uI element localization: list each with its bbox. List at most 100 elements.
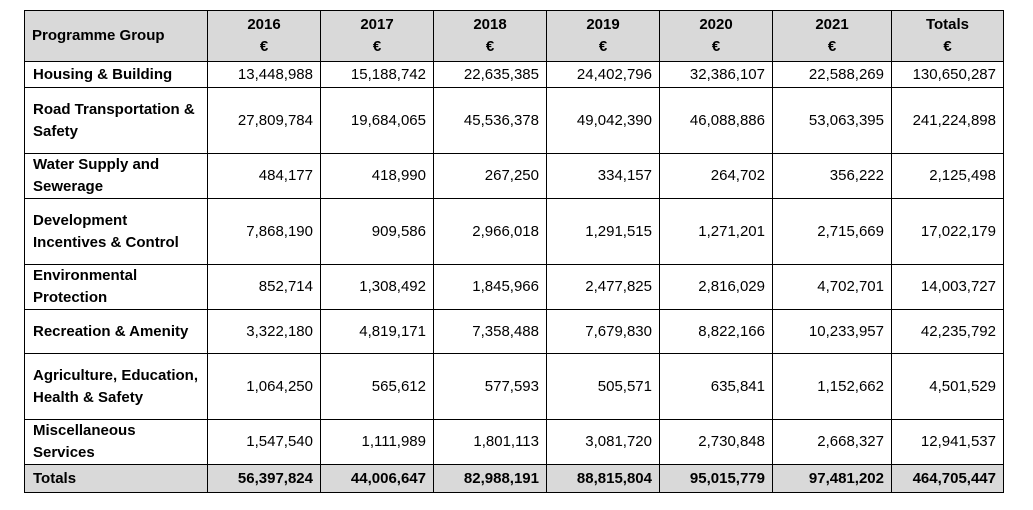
year-label: 2018 xyxy=(473,16,507,33)
programme-group-cell: Housing & Building xyxy=(24,61,208,88)
amount-cell: 2,715,669 xyxy=(772,198,892,265)
amount-cell: 46,088,886 xyxy=(659,87,773,154)
row-total-cell: 2,125,498 xyxy=(891,153,1004,199)
year-header: 2019 € xyxy=(546,10,660,62)
amount-cell: 7,679,830 xyxy=(546,309,660,354)
currency-symbol: € xyxy=(943,38,952,55)
year-label: 2020 xyxy=(699,16,733,33)
year-total-cell: 82,988,191 xyxy=(433,464,547,493)
amount-cell: 8,822,166 xyxy=(659,309,773,354)
totals-row-label: Totals xyxy=(24,464,208,493)
table-row: Miscellaneous Services 1,547,540 1,111,989… xyxy=(24,419,1004,465)
amount-cell: 7,358,488 xyxy=(433,309,547,354)
amount-cell: 10,233,957 xyxy=(772,309,892,354)
year-header: 2018 € xyxy=(433,10,547,62)
totals-header: Totals € xyxy=(891,10,1004,62)
amount-cell: 1,845,966 xyxy=(433,264,547,310)
row-total-cell: 42,235,792 xyxy=(891,309,1004,354)
row-total-cell: 241,224,898 xyxy=(891,87,1004,154)
year-label: 2021 xyxy=(815,16,849,33)
amount-cell: 3,322,180 xyxy=(207,309,321,354)
currency-symbol: € xyxy=(598,38,608,55)
amount-cell: 505,571 xyxy=(546,353,660,420)
table-row: Housing & Building 13,448,988 15,188,742 22… xyxy=(24,61,1004,88)
amount-cell: 19,684,065 xyxy=(320,87,434,154)
amount-cell: 909,586 xyxy=(320,198,434,265)
amount-cell: 13,448,988 xyxy=(207,61,321,88)
amount-cell: 852,714 xyxy=(207,264,321,310)
amount-cell: 22,588,269 xyxy=(772,61,892,88)
amount-cell: 1,271,201 xyxy=(659,198,773,265)
year-total-cell: 97,481,202 xyxy=(772,464,892,493)
row-total-cell: 12,941,537 xyxy=(891,419,1004,465)
amount-cell: 2,730,848 xyxy=(659,419,773,465)
amount-cell: 1,111,989 xyxy=(320,419,434,465)
table-row: Road Transportation & Safety 27,809,784 19… xyxy=(24,87,1004,154)
amount-cell: 45,536,378 xyxy=(433,87,547,154)
currency-symbol: € xyxy=(372,38,382,55)
amount-cell: 53,063,395 xyxy=(772,87,892,154)
amount-cell: 1,064,250 xyxy=(207,353,321,420)
programme-group-cell: Water Supply and Sewerage xyxy=(24,153,208,199)
amount-cell: 356,222 xyxy=(772,153,892,199)
amount-cell: 49,042,390 xyxy=(546,87,660,154)
year-header: 2021 € xyxy=(772,10,892,62)
totals-row: Totals 56,397,824 44,006,647 82,988,191 … xyxy=(24,464,1004,493)
amount-cell: 334,157 xyxy=(546,153,660,199)
programme-group-cell: Road Transportation & Safety xyxy=(24,87,208,154)
amount-cell: 484,177 xyxy=(207,153,321,199)
amount-cell: 635,841 xyxy=(659,353,773,420)
year-total-cell: 56,397,824 xyxy=(207,464,321,493)
currency-symbol: € xyxy=(711,38,721,55)
programme-group-cell: Development Incentives & Control xyxy=(24,198,208,265)
amount-cell: 1,801,113 xyxy=(433,419,547,465)
amount-cell: 3,081,720 xyxy=(546,419,660,465)
amount-cell: 267,250 xyxy=(433,153,547,199)
amount-cell: 2,816,029 xyxy=(659,264,773,310)
table-row: Water Supply and Sewerage 484,177 418,990 2… xyxy=(24,153,1004,199)
row-total-cell: 130,650,287 xyxy=(891,61,1004,88)
year-label: 2017 xyxy=(360,16,394,33)
programme-group-cell: Recreation & Amenity xyxy=(24,309,208,354)
amount-cell: 565,612 xyxy=(320,353,434,420)
header-row: Programme Group 2016 € 2017 € 2018 € 2019 € … xyxy=(24,10,1004,62)
programme-group-cell: Agriculture, Education, Health & Safety xyxy=(24,353,208,420)
year-label: 2019 xyxy=(586,16,620,33)
amount-cell: 15,188,742 xyxy=(320,61,434,88)
amount-cell: 2,668,327 xyxy=(772,419,892,465)
year-header: 2016 € xyxy=(207,10,321,62)
programme-group-cell: Environmental Protection xyxy=(24,264,208,310)
amount-cell: 577,593 xyxy=(433,353,547,420)
year-total-cell: 44,006,647 xyxy=(320,464,434,493)
row-total-cell: 4,501,529 xyxy=(891,353,1004,420)
programme-group-cell: Miscellaneous Services xyxy=(24,419,208,465)
amount-cell: 264,702 xyxy=(659,153,773,199)
table-row: Agriculture, Education, Health & Safety 1… xyxy=(24,353,1004,420)
row-total-cell: 14,003,727 xyxy=(891,264,1004,310)
amount-cell: 1,308,492 xyxy=(320,264,434,310)
amount-cell: 4,819,171 xyxy=(320,309,434,354)
amount-cell: 22,635,385 xyxy=(433,61,547,88)
amount-cell: 2,477,825 xyxy=(546,264,660,310)
year-total-cell: 95,015,779 xyxy=(659,464,773,493)
row-total-cell: 17,022,179 xyxy=(891,198,1004,265)
table-row: Environmental Protection 852,714 1,308,492… xyxy=(24,264,1004,310)
amount-cell: 7,868,190 xyxy=(207,198,321,265)
year-total-cell: 88,815,804 xyxy=(546,464,660,493)
amount-cell: 1,152,662 xyxy=(772,353,892,420)
amount-cell: 1,291,515 xyxy=(546,198,660,265)
totals-label: Totals xyxy=(925,16,970,33)
amount-cell: 4,702,701 xyxy=(772,264,892,310)
currency-symbol: € xyxy=(485,38,495,55)
amount-cell: 24,402,796 xyxy=(546,61,660,88)
amount-cell: 32,386,107 xyxy=(659,61,773,88)
table-row: Development Incentives & Control 7,868,19… xyxy=(24,198,1004,265)
currency-symbol: € xyxy=(259,38,269,55)
year-header: 2017 € xyxy=(320,10,434,62)
amount-cell: 27,809,784 xyxy=(207,87,321,154)
year-label: 2016 xyxy=(247,16,281,33)
programme-group-header: Programme Group xyxy=(24,10,208,62)
currency-symbol: € xyxy=(827,38,837,55)
amount-cell: 2,966,018 xyxy=(433,198,547,265)
amount-cell: 418,990 xyxy=(320,153,434,199)
